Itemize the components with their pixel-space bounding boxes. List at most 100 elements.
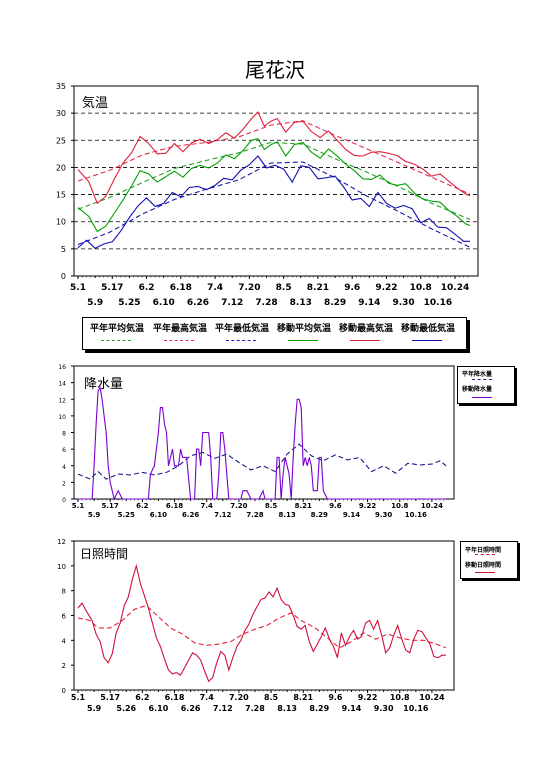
y-tick-label: 2 [62,480,66,487]
temperature-legend: 平年平均気温 平年最高気温 平年最低気温 移動平均気温 移動最高気温 移動最低気… [82,317,467,350]
legend-swatch-moving-sun [475,572,495,573]
x-tick-label: 6.2 [135,693,149,702]
series-line-0-2 [77,161,471,248]
x-tick-label: 7.12 [214,511,231,519]
x-tick-label: 10.24 [421,502,443,510]
x-tick-label: 8.21 [307,283,329,293]
y-tick-label: 6 [62,447,66,454]
x-tick-label: 5.1 [71,693,86,702]
series-line-0-3 [77,138,471,233]
x-tick-label: 8.5 [276,283,292,293]
y-tick-label: 4 [62,637,67,645]
y-tick-label: 10 [56,218,66,227]
x-tick-label: 6.10 [149,704,169,713]
x-tick-label: 7.20 [238,283,260,293]
x-tick-label: 10.16 [405,511,427,519]
y-tick-label: 4 [62,464,66,471]
x-tick-label: 10.24 [441,283,469,293]
y-tick-label: 10 [57,563,66,571]
legend-label-normal-low: 平年最低気温 [215,324,270,334]
x-tick-label: 9.6 [328,693,343,702]
legend-label-moving-low: 移動最低気温 [401,324,456,334]
series-line-0-1 [77,120,471,195]
x-tick-label: 6.18 [170,283,192,293]
x-tick-label: 5.17 [102,502,119,510]
x-tick-label: 7.4 [200,502,213,510]
y-tick-label: 2 [62,662,66,670]
x-tick-label: 7.28 [255,298,277,308]
y-tick-label: 0 [61,272,66,281]
x-tick-label: 8.29 [309,704,329,713]
x-tick-label: 9.22 [359,502,376,510]
x-tick-label: 5.9 [88,511,101,519]
x-tick-label: 8.5 [265,502,278,510]
x-tick-label: 8.13 [277,704,297,713]
y-tick-label: 8 [62,431,66,438]
x-tick-label: 7.20 [230,502,247,510]
x-tick-label: 5.9 [87,704,102,713]
x-tick-label: 6.18 [165,693,185,702]
legend-swatch-moving-precip [472,397,492,398]
y-tick-label: 6 [62,613,67,621]
series-line-2-0 [77,604,447,649]
legend-label-moving-sun: 移動日照時間 [465,562,502,569]
y-tick-label: 12 [58,397,66,404]
y-tick-label: 8 [62,588,66,596]
x-tick-label: 9.14 [342,704,362,713]
x-tick-label: 5.9 [87,298,103,308]
x-tick-label: 10.8 [391,502,408,510]
legend-label-moving-mean: 移動平均気温 [277,324,332,334]
x-tick-label: 10.24 [419,693,445,702]
legend-swatch-moving-mean [288,340,318,341]
x-tick-label: 5.25 [118,298,140,308]
plot-frame-2 [73,540,455,691]
series-line-0-4 [77,111,471,205]
y-tick-label: 35 [56,82,66,91]
legend-swatch-moving-low [412,340,442,341]
y-tick-label: 5 [61,245,66,254]
x-tick-label: 7.20 [229,693,249,702]
y-tick-label: 0 [62,497,66,504]
plot-title: 日照時間 [80,547,128,561]
x-tick-label: 8.29 [324,298,346,308]
series-line-2-1 [77,563,446,683]
legend-label-normal-sun: 平年日照時間 [465,547,502,554]
x-tick-label: 9.30 [392,298,414,308]
x-tick-label: 9.22 [375,283,397,293]
y-tick-label: 30 [56,109,66,118]
x-tick-label: 10.16 [424,298,452,308]
legend-swatch-normal-precip [472,379,492,380]
y-tick-label: 12 [57,538,66,546]
x-tick-label: 5.1 [70,283,86,293]
x-tick-label: 7.4 [207,283,223,293]
x-tick-label: 8.5 [264,693,279,702]
legend-label-normal-high: 平年最高気温 [153,324,208,334]
series-line-0-0 [77,141,471,221]
precip-legend: 平年降水量 移動降水量 [457,366,515,404]
x-tick-label: 9.6 [344,283,360,293]
x-tick-label: 7.28 [245,704,265,713]
legend-label-moving-precip: 移動降水量 [462,386,493,393]
x-tick-label: 5.26 [116,704,136,713]
x-tick-label: 9.30 [374,704,394,713]
y-tick-label: 0 [62,687,66,695]
x-tick-label: 9.30 [375,511,392,519]
x-tick-label: 6.10 [153,298,175,308]
x-tick-label: 10.8 [390,693,410,702]
x-tick-label: 5.25 [118,511,135,519]
y-tick-label: 16 [58,364,66,371]
y-tick-label: 25 [56,136,66,145]
x-tick-label: 6.26 [182,511,199,519]
x-tick-label: 8.13 [278,511,295,519]
x-tick-label: 6.18 [166,502,183,510]
y-tick-label: 20 [56,163,66,172]
x-tick-label: 5.17 [101,283,123,293]
legend-label-moving-high: 移動最高気温 [339,324,394,334]
plot-frame-1 [73,365,455,500]
series-line-0-5 [77,155,470,249]
plot-title: 気温 [82,95,108,111]
legend-label-normal-precip: 平年降水量 [462,371,493,378]
x-tick-label: 8.29 [311,511,328,519]
legend-label-normal-mean: 平年平均気温 [90,324,145,334]
